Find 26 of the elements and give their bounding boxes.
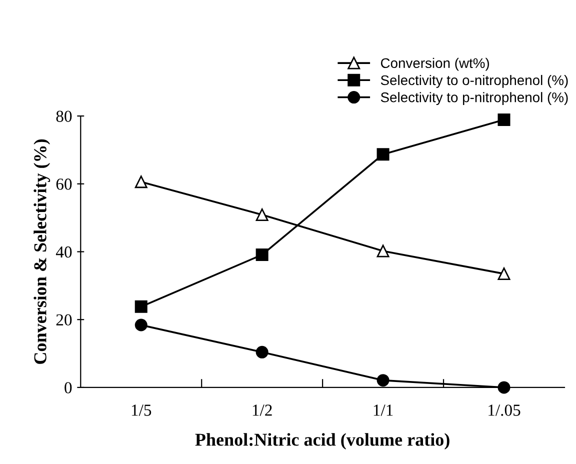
x-tick-label: 1/.05 <box>488 404 520 416</box>
point <box>498 113 510 126</box>
legend-label: Conversion (wt%) <box>380 58 489 71</box>
point <box>376 148 390 161</box>
x-tick-label: 1/2 <box>252 404 272 416</box>
y-tick-label: 60 <box>56 178 72 190</box>
y-tick-label: 0 <box>64 382 72 394</box>
y-tick-label: 80 <box>56 110 72 122</box>
point <box>376 374 390 387</box>
point <box>498 268 510 280</box>
y-tick-label: 40 <box>56 246 72 258</box>
point <box>134 318 148 332</box>
point <box>498 381 510 394</box>
point <box>256 208 268 221</box>
legend-label: Selectivity to o-nitrophenol (%) <box>380 74 568 88</box>
y-axis-title: Conversion & Selectivity (%) <box>34 139 50 364</box>
point <box>134 176 148 188</box>
x-tick-label: 1/5 <box>132 404 152 416</box>
x-tick-label: 1/1 <box>374 404 393 416</box>
point <box>256 346 268 358</box>
y-tick-label: 20 <box>56 314 72 326</box>
point <box>256 248 268 262</box>
x-axis-title: Phenol:Nitric acid (volume ratio) <box>195 433 450 450</box>
legend-label: Selectivity to p-nitrophenol (%) <box>380 92 568 106</box>
point <box>376 244 390 258</box>
point <box>134 300 148 313</box>
